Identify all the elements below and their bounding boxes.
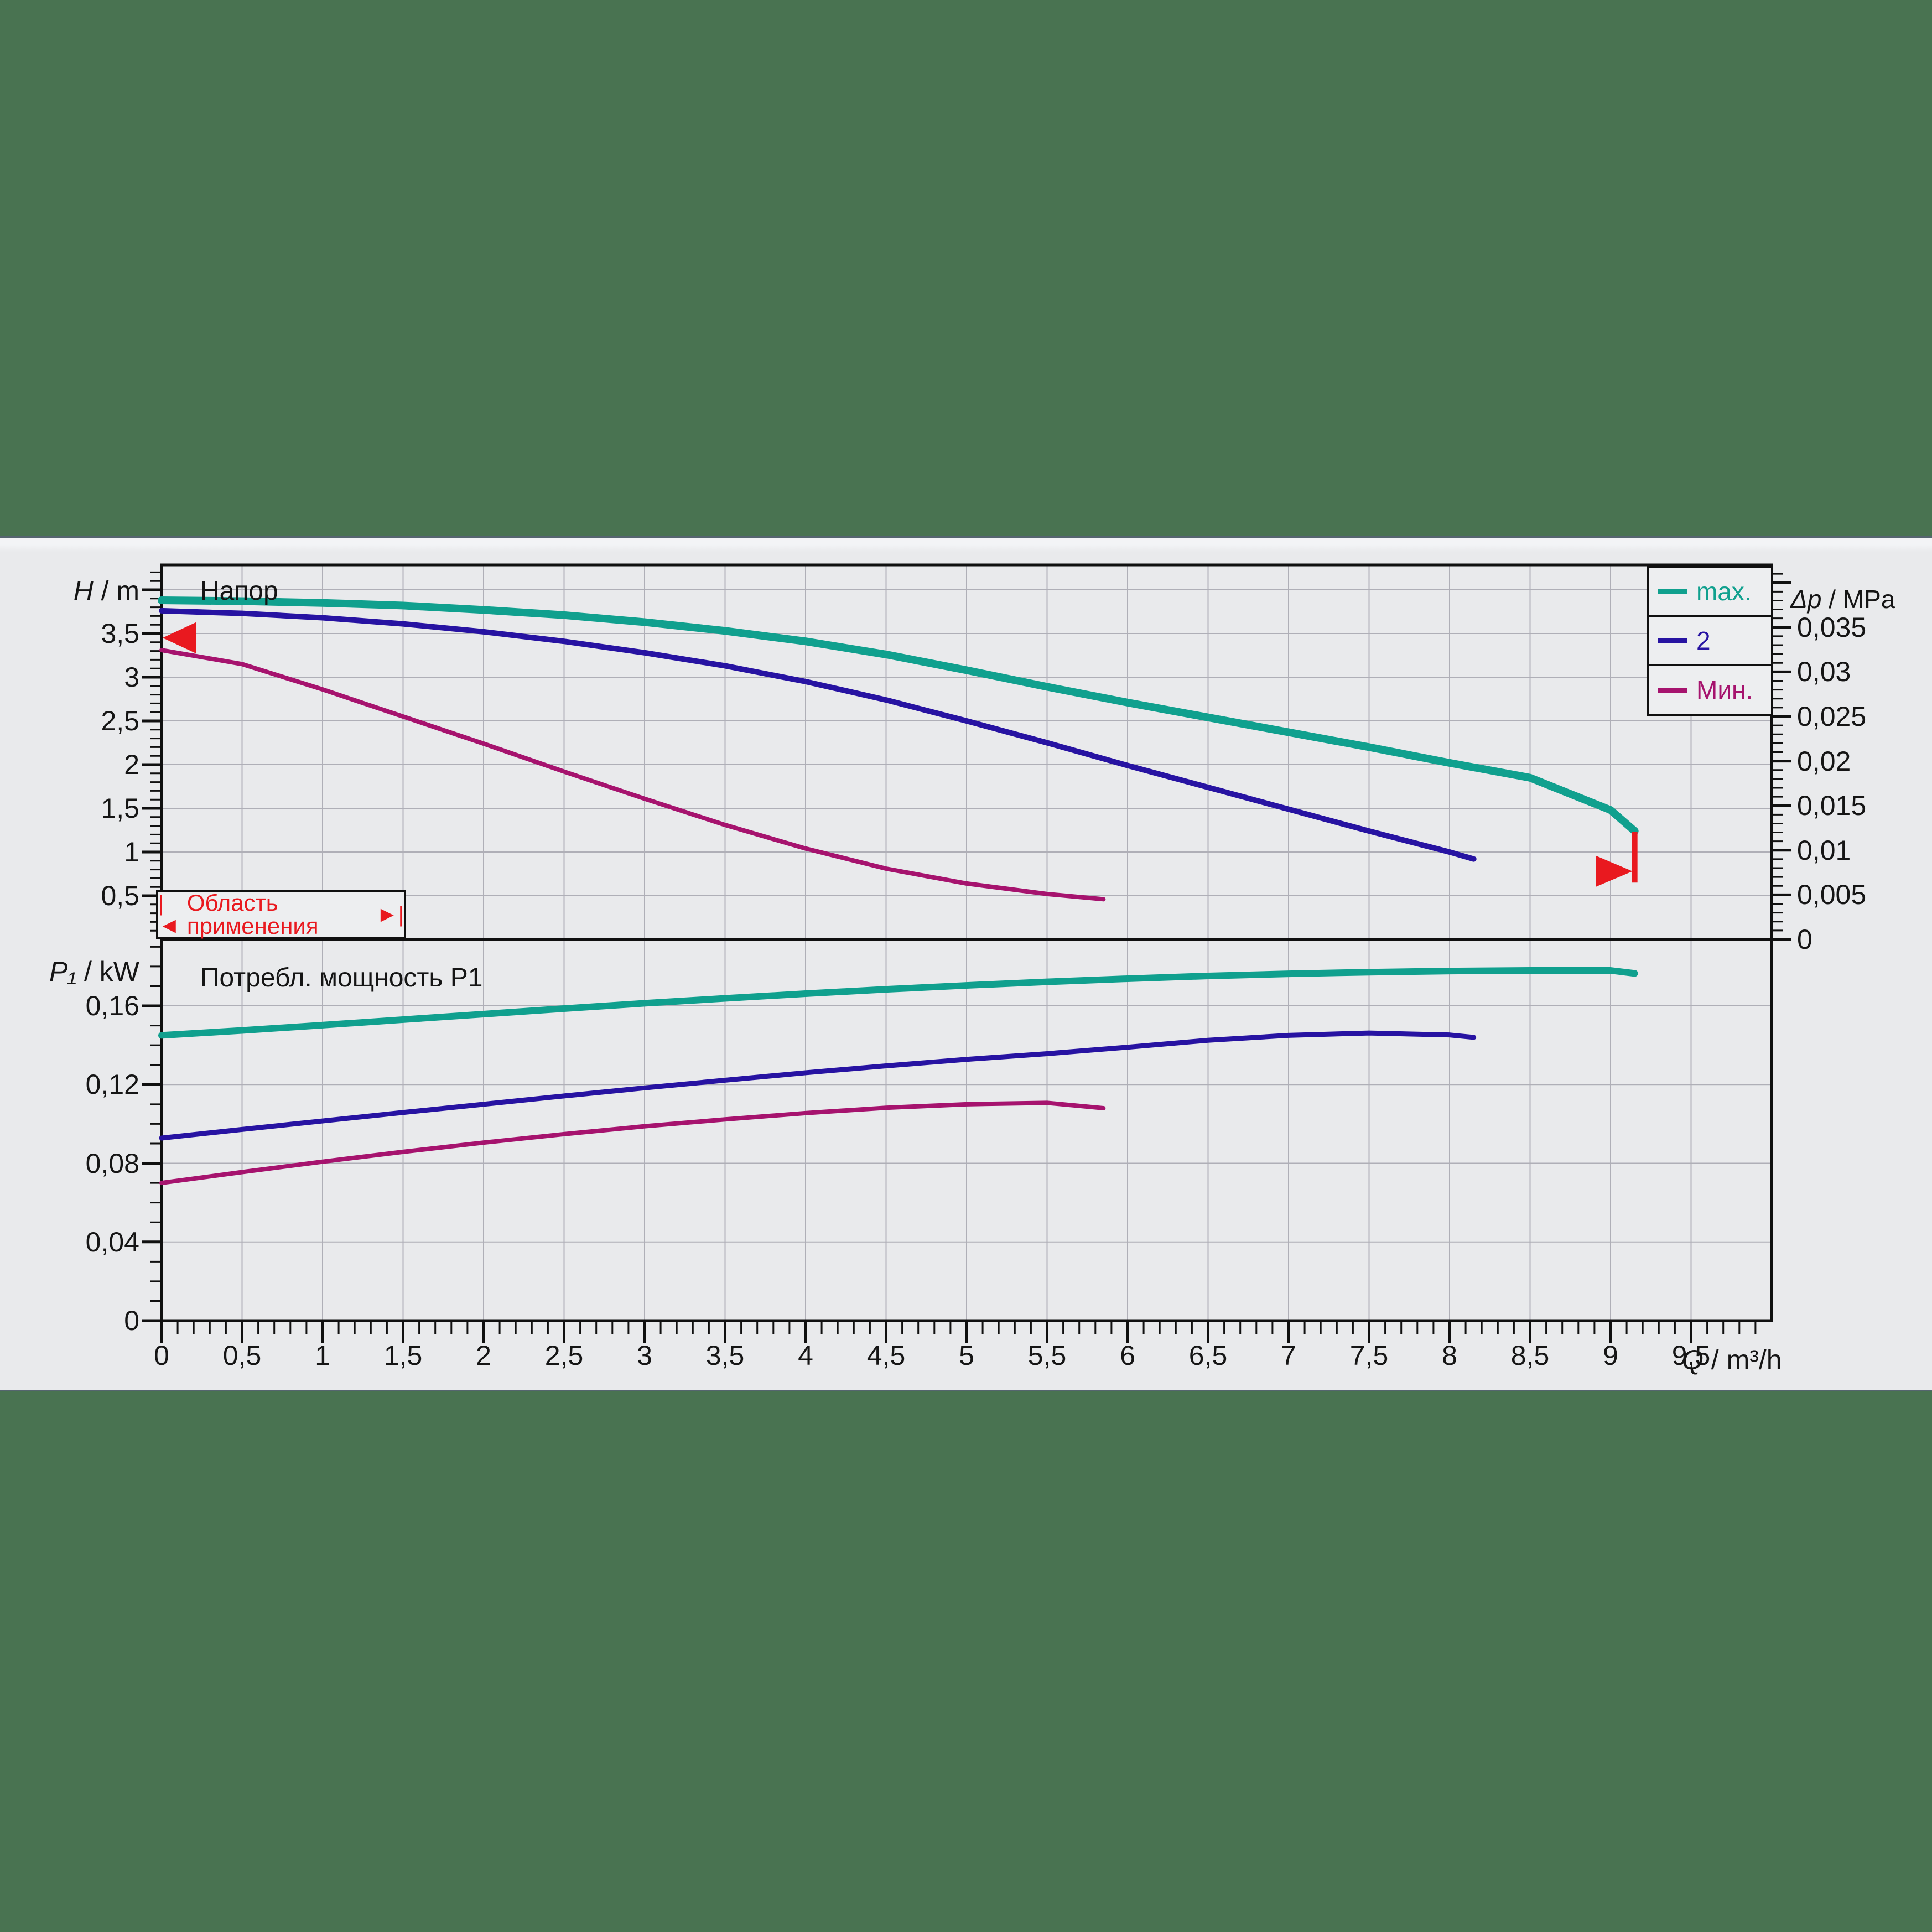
x-tick-label: 7,5 [1349,1340,1389,1371]
legend: max. 2 Мин. [1647,565,1773,716]
p1-tick-label: 0 [124,1305,139,1336]
pressure-y2-axis-title: Δp / MPa [1790,586,1895,612]
p1-tick-label: 0,12 [85,1069,139,1100]
x-axis-title: Q / m³/h [1682,1346,1782,1374]
power-y-axis-variable: P₁ [49,956,77,987]
dp-tick-label: 0,01 [1797,834,1851,866]
range-right-arrow-icon: ►| [376,902,404,927]
x-axis-variable: Q [1682,1344,1704,1375]
head-y-axis-variable: H [73,575,94,606]
legend-swatch-mid [1658,638,1687,643]
head-curve-min [159,648,1106,902]
h-tick-label: 2 [124,749,139,780]
power-chart-title: Потребл. мощность P1 [200,963,483,993]
x-tick-label: 6 [1120,1340,1135,1371]
duty-range-right-arrow-icon [1596,855,1633,887]
range-box-label: Область применения [186,890,319,939]
x-tick-label: 4 [798,1340,813,1371]
dp-tick-label: 0,025 [1797,701,1867,732]
power-curve-min [159,1100,1106,1186]
h-tick-label: 0,5 [101,880,139,911]
legend-item-min: Мин. [1649,664,1771,714]
h-tick-label: 3,5 [101,618,139,649]
power-y-axis-title: P₁ / kW [49,958,139,985]
head-y-axis-title: H / m [74,577,139,605]
dp-tick-label: 0,035 [1797,611,1867,643]
head-curve-max [158,596,1639,835]
legend-swatch-min [1658,687,1687,693]
range-left-arrow-icon: |◄ [158,891,180,938]
p1-tick-label: 0,08 [85,1147,139,1179]
x-tick-label: 0,5 [222,1340,262,1371]
h-tick-label: 1,5 [101,793,139,824]
pump-curves-plot [142,563,1791,1343]
h-tick-label: 1 [124,837,139,868]
dp-tick-label: 0,03 [1797,656,1851,688]
head-chart-title: Напор [200,577,278,606]
legend-label-mid: 2 [1696,626,1711,655]
x-tick-label: 2,5 [544,1340,584,1371]
dp-tick-label: 0,015 [1797,790,1867,822]
power-curve-mid [159,1030,1477,1141]
x-tick-label: 2 [476,1340,491,1371]
x-tick-label: 7 [1281,1340,1296,1371]
x-tick-label: 1 [315,1340,330,1371]
pressure-y2-axis-variable: Δp [1790,585,1822,614]
pressure-y2-axis-unit: / MPa [1821,585,1895,614]
x-tick-label: 6,5 [1188,1340,1228,1371]
x-tick-label: 9 [1603,1340,1618,1371]
legend-label-min: Мин. [1696,676,1753,704]
h-tick-label: 2,5 [101,705,139,736]
x-tick-label: 8 [1442,1340,1457,1371]
power-curve-max [158,967,1638,1039]
legend-item-max: max. [1649,568,1771,615]
x-axis-unit: / m³/h [1703,1344,1782,1375]
x-tick-label: 4,5 [866,1340,906,1371]
x-tick-label: 3 [637,1340,652,1371]
application-range-box: |◄ Область применения ►| [156,890,406,939]
x-tick-label: 9,5 [1671,1340,1711,1371]
dp-tick-label: 0 [1797,924,1812,955]
p1-tick-label: 0,04 [85,1226,139,1258]
legend-swatch-max [1658,589,1687,594]
legend-item-mid: 2 [1649,615,1771,664]
h-tick-label: 3 [124,662,139,693]
x-tick-label: 5,5 [1027,1340,1067,1371]
x-tick-label: 1,5 [383,1340,423,1371]
duty-range-left-arrow-icon [163,622,196,653]
dp-tick-label: 0,005 [1797,879,1867,911]
head-y-axis-unit: / m [93,575,139,606]
x-tick-label: 5 [959,1340,974,1371]
dp-tick-label: 0,02 [1797,745,1851,777]
p1-tick-label: 0,16 [85,990,139,1022]
x-tick-label: 8,5 [1510,1340,1550,1371]
head-curve-mid [159,607,1477,862]
x-tick-label: 0 [154,1340,169,1371]
x-tick-label: 3,5 [705,1340,745,1371]
legend-label-max: max. [1696,577,1752,606]
power-y-axis-unit: / kW [76,956,139,987]
